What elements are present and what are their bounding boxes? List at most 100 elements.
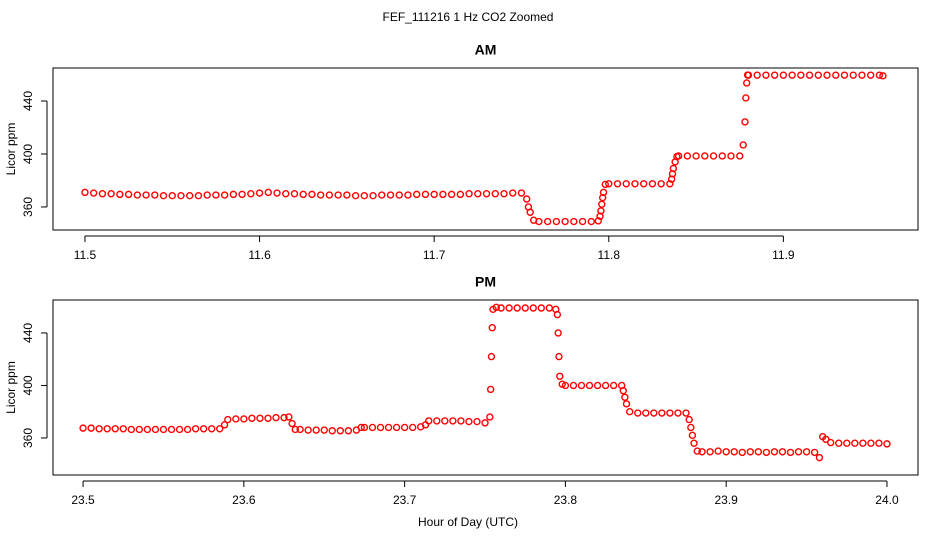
data-point	[578, 217, 587, 226]
data-point	[521, 304, 529, 312]
data-point	[788, 71, 796, 79]
data-point	[597, 207, 605, 215]
data-point	[561, 381, 570, 390]
data-point	[822, 435, 830, 443]
data-point	[392, 423, 401, 432]
data-point	[693, 447, 701, 455]
y-tick-label: 400	[21, 144, 35, 164]
data-point	[674, 152, 683, 160]
data-point	[714, 447, 722, 455]
data-point	[741, 118, 749, 126]
data-point	[770, 448, 779, 456]
data-point	[599, 188, 608, 197]
data-point	[867, 439, 875, 447]
data-point	[810, 448, 819, 457]
data-point	[186, 191, 194, 200]
data-point	[526, 208, 534, 216]
data-point	[168, 191, 176, 200]
x-axis-label: Hour of Day (UTC)	[418, 515, 518, 529]
data-point	[212, 191, 220, 199]
data-point	[669, 164, 678, 173]
data-point	[224, 415, 232, 424]
data-point	[634, 409, 642, 417]
figure-title: FEF_111216 1 Hz CO2 Zoomed	[383, 10, 554, 24]
x-tick-label: 11.5	[74, 248, 97, 262]
data-point	[142, 191, 150, 199]
x-tick-label: 23.9	[715, 493, 739, 507]
data-point	[395, 191, 403, 199]
data-point	[488, 324, 496, 332]
data-point	[124, 190, 133, 199]
data-point	[648, 180, 657, 188]
data-point	[256, 414, 264, 422]
plot-frame	[52, 299, 919, 476]
data-point	[553, 310, 562, 319]
data-point	[605, 180, 613, 188]
data-point	[593, 381, 602, 390]
data-point	[832, 71, 840, 79]
data-point	[744, 71, 753, 79]
data-point	[738, 448, 746, 457]
data-point	[312, 426, 320, 434]
data-point	[473, 417, 481, 426]
data-point	[194, 191, 203, 200]
data-point	[328, 427, 336, 435]
data-point	[601, 381, 610, 390]
data-point	[291, 425, 299, 434]
data-point	[601, 180, 609, 189]
data-point	[802, 448, 811, 456]
data-point	[111, 425, 119, 433]
data-point	[299, 190, 307, 199]
data-point	[288, 419, 296, 428]
data-point	[456, 190, 465, 199]
data-point	[103, 425, 111, 433]
data-point	[290, 190, 299, 198]
data-point	[875, 71, 884, 79]
data-point	[537, 304, 545, 312]
data-point	[79, 424, 87, 432]
data-point	[554, 329, 562, 337]
data-point	[505, 304, 513, 312]
data-point	[658, 409, 666, 417]
data-point	[622, 400, 631, 408]
data-point	[849, 71, 857, 79]
data-point	[240, 415, 248, 423]
data-point	[486, 413, 494, 421]
data-point	[657, 180, 665, 188]
data-point	[613, 180, 622, 188]
data-point	[264, 414, 272, 422]
y-axis-label: Licor ppm	[4, 123, 18, 176]
data-point	[718, 152, 726, 160]
data-point	[151, 425, 160, 434]
data-point	[879, 72, 887, 80]
data-point	[513, 304, 521, 312]
data-point	[421, 190, 430, 199]
data-point	[762, 448, 771, 457]
data-point	[736, 152, 744, 160]
data-point	[216, 425, 224, 433]
data-point	[386, 191, 395, 199]
data-point	[413, 190, 421, 199]
data-point	[626, 408, 634, 416]
plot-area	[81, 71, 887, 226]
data-point	[351, 191, 360, 200]
data-point	[692, 152, 700, 160]
data-point	[308, 190, 316, 199]
data-point	[334, 191, 342, 199]
data-point	[594, 217, 602, 225]
data-point	[360, 423, 369, 432]
data-point	[191, 425, 200, 433]
data-point	[814, 71, 822, 79]
x-tick-label: 11.9	[772, 248, 795, 262]
data-point	[786, 448, 795, 457]
data-point	[835, 439, 843, 447]
data-point	[316, 191, 325, 199]
data-point	[688, 431, 697, 440]
y-tick-label: 440	[21, 323, 35, 343]
data-point	[238, 190, 246, 199]
y-tick-label: 440	[21, 91, 35, 111]
data-point	[552, 217, 561, 226]
data-point	[116, 190, 124, 199]
data-point	[742, 94, 750, 102]
